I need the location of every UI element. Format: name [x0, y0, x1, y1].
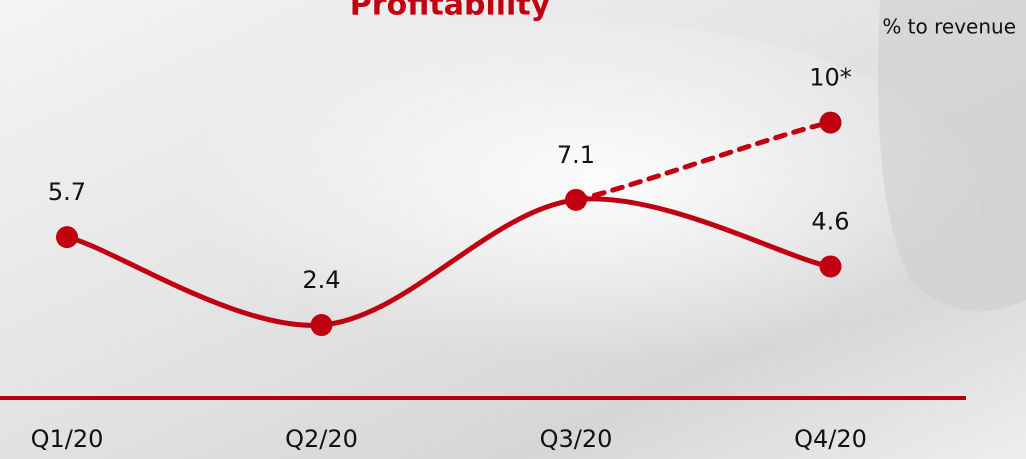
- page: {"chart_data": { "type": "line", "title"…: [0, 0, 1026, 459]
- point: [565, 189, 587, 211]
- chart: Profitability % to revenue Q1/20 Q2/20 Q3/…: [0, 0, 1026, 459]
- background-smoke: [140, 20, 980, 380]
- point: [820, 112, 842, 134]
- data-label: 4.6: [811, 207, 849, 235]
- x-tick-label: Q1/20: [31, 425, 104, 453]
- x-tick-label: Q3/20: [540, 425, 613, 453]
- x-tick-label: Q4/20: [794, 425, 867, 453]
- point: [311, 314, 333, 336]
- x-tick-label: Q2/20: [285, 425, 358, 453]
- subtitle: % to revenue: [882, 15, 1016, 39]
- data-label: 7.1: [557, 141, 595, 169]
- data-label: 10*: [809, 64, 852, 92]
- chart-title: Profitability: [350, 0, 551, 23]
- data-label: 5.7: [48, 178, 86, 206]
- data-label: 2.4: [302, 266, 340, 294]
- point: [56, 226, 78, 248]
- point: [820, 255, 842, 277]
